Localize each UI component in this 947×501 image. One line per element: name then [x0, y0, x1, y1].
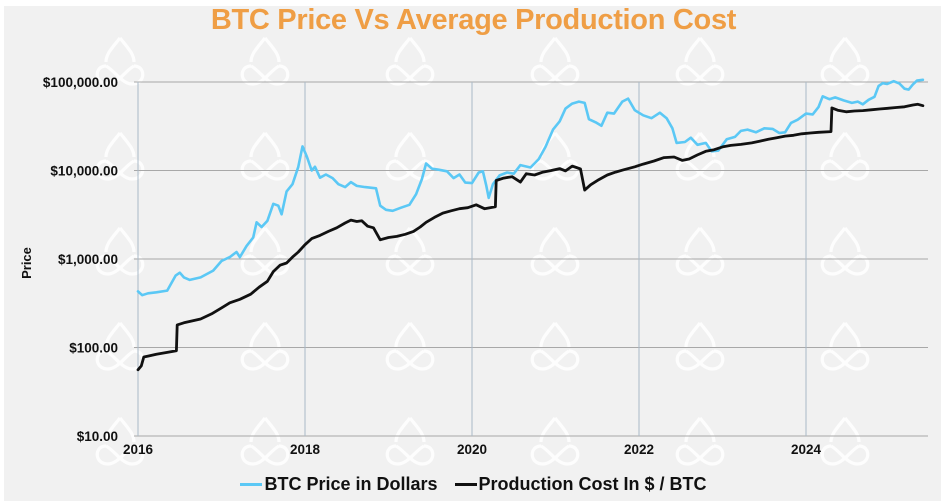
series-line-btc-price — [136, 78, 925, 297]
y-tick-label: $100,000.00 — [43, 75, 118, 90]
legend-label-production-cost: Production Cost In $ / BTC — [478, 474, 707, 494]
logo-watermark-icon — [675, 322, 725, 371]
x-tick-label: 2020 — [457, 442, 487, 457]
legend-swatch-btc-price — [240, 483, 263, 486]
legend: BTC Price in Dollars Production Cost In … — [0, 470, 947, 495]
logo-watermark-icon — [95, 322, 145, 371]
x-tick-label: 2016 — [123, 442, 154, 457]
logo-watermark-icon — [95, 132, 145, 181]
watermark-layer — [95, 37, 870, 466]
x-tick-label: 2024 — [791, 442, 822, 457]
logo-watermark-icon — [385, 322, 435, 371]
legend-item-production-cost[interactable]: Production Cost In $ / BTC — [454, 474, 707, 495]
logo-watermark-icon — [240, 37, 290, 86]
logo-watermark-icon — [675, 417, 725, 466]
logo-watermark-icon — [820, 227, 870, 276]
chart-title: BTC Price Vs Average Production Cost — [210, 4, 737, 36]
logo-watermark-icon — [530, 417, 580, 466]
logo-watermark-icon — [385, 227, 435, 276]
logo-watermark-icon — [675, 37, 725, 86]
y-tick-label: $1,000.00 — [58, 252, 118, 267]
logo-watermark-icon — [240, 322, 290, 371]
logo-watermark-icon — [530, 227, 580, 276]
logo-watermark-icon — [385, 417, 435, 466]
legend-swatch-production-cost — [454, 483, 477, 486]
logo-watermark-icon — [240, 417, 290, 466]
y-tick-label: $10.00 — [77, 429, 118, 444]
logo-watermark-icon — [240, 227, 290, 276]
logo-watermark-icon — [530, 37, 580, 86]
grid-layer — [134, 81, 928, 437]
x-tick-label: 2018 — [290, 442, 321, 457]
y-axis-ticks: $100,000.00 $10,000.00 $1,000.00 $100.00 $10… — [43, 75, 118, 444]
x-tick-label: 2022 — [624, 442, 654, 457]
logo-watermark-icon — [95, 227, 145, 276]
legend-label-btc-price: BTC Price in Dollars — [264, 474, 438, 494]
logo-watermark-icon — [820, 132, 870, 181]
y-axis-label: Price — [19, 247, 34, 279]
y-tick-label: $10,000.00 — [50, 164, 118, 179]
logo-watermark-icon — [675, 132, 725, 181]
series-line-production-cost — [136, 102, 925, 372]
logo-watermark-icon — [530, 322, 580, 371]
logo-watermark-icon — [675, 227, 725, 276]
logo-watermark-icon — [385, 37, 435, 86]
logo-watermark-icon — [820, 37, 870, 86]
logo-watermark-icon — [95, 417, 145, 466]
logo-watermark-icon — [820, 322, 870, 371]
logo-watermark-icon — [820, 417, 870, 466]
logo-watermark-icon — [95, 37, 145, 86]
legend-item-btc-price[interactable]: BTC Price in Dollars — [240, 474, 438, 495]
series-layer — [136, 78, 925, 372]
y-tick-label: $100.00 — [69, 341, 118, 356]
logo-watermark-icon — [385, 132, 435, 181]
logo-watermark-icon — [240, 132, 290, 181]
x-axis-ticks: 2016 2018 2020 2022 2024 — [123, 442, 822, 457]
